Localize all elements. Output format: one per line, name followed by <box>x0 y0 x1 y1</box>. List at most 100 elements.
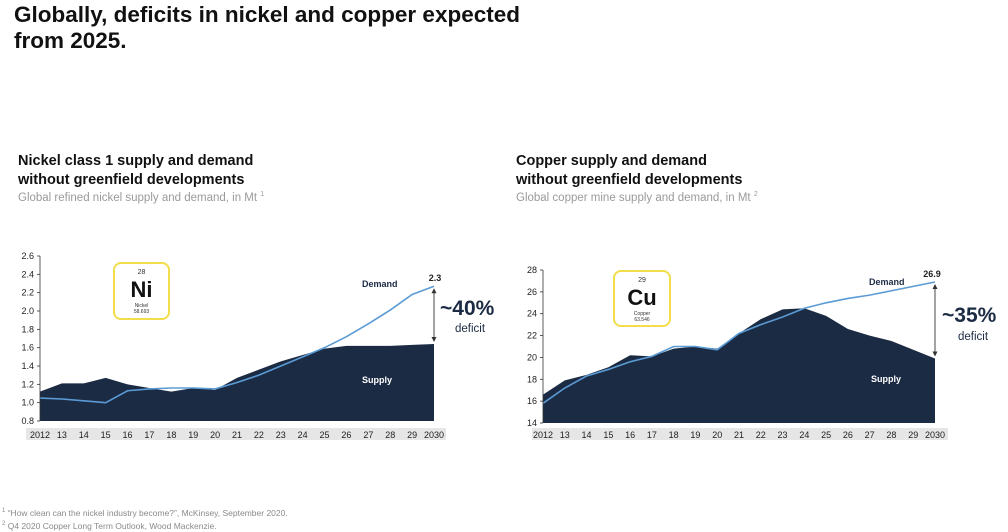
nickel-title-line1: Nickel class 1 supply and demand <box>18 153 254 169</box>
footnote-2-text: Q4 2020 Copper Long Term Outlook, Wood M… <box>7 520 217 531</box>
nickel-x-tick-label-3: 15 <box>101 430 111 440</box>
nickel-x-tick-label-2: 14 <box>79 430 89 440</box>
copper-y-tick-label-1: 16 <box>527 396 537 406</box>
copper-x-tick-label-16: 28 <box>886 430 896 440</box>
copper-deficit-arrow-top <box>932 284 938 290</box>
nickel-x-tick-label-9: 21 <box>232 430 242 440</box>
copper-x-tick-label-2: 14 <box>582 430 592 440</box>
copper-deficit-arrow-bottom <box>932 351 938 357</box>
copper-supply-label: Supply <box>871 374 901 384</box>
copper-x-tick-label-3: 15 <box>603 430 613 440</box>
copper-x-tick-label-13: 25 <box>821 430 831 440</box>
nickel-supply-label: Supply <box>362 375 392 385</box>
nickel-panel-subtitle: Global refined nickel supply and demand,… <box>18 191 458 204</box>
nickel-element-badge <box>113 262 170 320</box>
nickel-y-tick-label-9: 2.6 <box>21 251 34 261</box>
copper-y-tick-label-3: 20 <box>527 352 537 362</box>
copper-subtitle-text: Global copper mine supply and demand, in… <box>516 191 751 204</box>
copper-x-tick-label-1: 13 <box>560 430 570 440</box>
nickel-x-tick-label-12: 24 <box>298 430 308 440</box>
copper-y-tick-label-5: 24 <box>527 309 537 319</box>
nickel-y-tick-label-7: 2.2 <box>21 288 34 298</box>
nickel-x-tick-label-8: 20 <box>210 430 220 440</box>
copper-supply-area <box>543 308 935 423</box>
nickel-deficit-arrow-top <box>431 288 437 294</box>
nickel-deficit-word: deficit <box>455 323 486 335</box>
footnote-2-ref: 2 <box>2 520 6 527</box>
copper-x-tick-label-12: 24 <box>799 430 809 440</box>
copper-x-tick-label-10: 22 <box>756 430 766 440</box>
copper-deficit-word: deficit <box>958 331 989 343</box>
nickel-element-mass: 58.693 <box>134 309 150 315</box>
nickel-x-tick-label-7: 19 <box>188 430 198 440</box>
nickel-x-tick-label-6: 18 <box>166 430 176 440</box>
nickel-y-tick-label-2: 1.2 <box>21 379 34 389</box>
nickel-element-number: 28 <box>138 269 146 276</box>
copper-x-tick-label-7: 19 <box>690 430 700 440</box>
copper-x-tick-label-14: 26 <box>843 430 853 440</box>
nickel-x-tick-label-15: 27 <box>363 430 373 440</box>
copper-title-line1: Copper supply and demand <box>516 153 707 169</box>
copper-x-tick-label-17: 29 <box>908 430 918 440</box>
nickel-deficit-arrow-bottom <box>431 337 437 342</box>
copper-y-tick-label-7: 28 <box>527 265 537 275</box>
copper-x-axis-band <box>532 428 948 440</box>
nickel-x-tick-label-1: 13 <box>57 430 67 440</box>
footnote-1-ref: 1 <box>2 508 6 514</box>
copper-x-tick-label-6: 18 <box>669 430 679 440</box>
copper-y-tick-label-6: 26 <box>527 287 537 297</box>
slide-title: Globally, deficits in nickel and copper … <box>14 2 520 53</box>
nickel-x-tick-label-5: 17 <box>144 430 154 440</box>
copper-x-tick-label-15: 27 <box>865 430 875 440</box>
nickel-x-tick-label-17: 29 <box>407 430 417 440</box>
copper-element-symbol: Cu <box>627 285 656 310</box>
copper-subtitle-ref: 2 <box>753 191 758 198</box>
nickel-x-tick-label-4: 16 <box>123 430 133 440</box>
footnote-1: 1 “How clean can the nickel industry bec… <box>2 506 288 519</box>
copper-x-tick-label-8: 20 <box>712 430 722 440</box>
nickel-end-value-label: 2.3 <box>429 273 442 283</box>
nickel-supply-area <box>40 344 434 421</box>
nickel-y-tick-label-5: 1.8 <box>21 324 34 334</box>
footnotes: 1 “How clean can the nickel industry bec… <box>2 506 288 532</box>
footnote-2: 2 Q4 2020 Copper Long Term Outlook, Wood… <box>2 519 288 532</box>
nickel-title-line2: without greenfield developments <box>18 172 245 188</box>
nickel-y-tick-label-6: 2.0 <box>21 306 34 316</box>
copper-y-tick-label-0: 14 <box>527 418 537 428</box>
copper-demand-label: Demand <box>869 277 905 287</box>
nickel-demand-label: Demand <box>362 279 398 289</box>
copper-x-tick-label-18: 2030 <box>925 430 945 440</box>
copper-demand-line <box>542 281 936 404</box>
copper-x-tick-label-4: 16 <box>625 430 635 440</box>
nickel-x-tick-label-14: 26 <box>341 430 351 440</box>
copper-element-mass: 63.546 <box>634 317 650 323</box>
copper-x-tick-label-0: 2012 <box>533 430 553 440</box>
copper-panel-title: Copper supply and demand without greenfi… <box>516 152 956 190</box>
nickel-y-tick-label-8: 2.4 <box>21 269 34 279</box>
footnote-1-text: “How clean can the nickel industry becom… <box>7 507 288 518</box>
nickel-element-symbol: Ni <box>131 277 153 302</box>
nickel-x-tick-label-11: 23 <box>276 430 286 440</box>
nickel-deficit-percent: ~40% <box>440 297 495 320</box>
nickel-x-tick-label-16: 28 <box>385 430 395 440</box>
copper-deficit-percent: ~35% <box>942 304 997 327</box>
copper-x-tick-label-11: 23 <box>778 430 788 440</box>
nickel-element-name: Nickel <box>135 303 149 309</box>
copper-element-badge <box>613 270 671 327</box>
nickel-x-tick-label-10: 22 <box>254 430 264 440</box>
nickel-y-tick-label-1: 1.0 <box>21 398 34 408</box>
copper-title-line2: without greenfield developments <box>516 172 743 188</box>
copper-x-tick-label-9: 21 <box>734 430 744 440</box>
nickel-panel-title: Nickel class 1 supply and demand without… <box>18 152 458 190</box>
copper-x-tick-label-5: 17 <box>647 430 657 440</box>
copper-end-value-label: 26.9 <box>923 269 941 279</box>
nickel-y-tick-label-0: 0.8 <box>21 416 34 426</box>
copper-y-tick-label-2: 18 <box>527 374 537 384</box>
copper-y-tick-label-4: 22 <box>527 331 537 341</box>
nickel-subtitle-text: Global refined nickel supply and demand,… <box>18 191 258 204</box>
nickel-x-tick-label-0: 2012 <box>30 430 50 440</box>
nickel-demand-line <box>39 285 435 404</box>
nickel-x-tick-label-18: 2030 <box>424 430 444 440</box>
